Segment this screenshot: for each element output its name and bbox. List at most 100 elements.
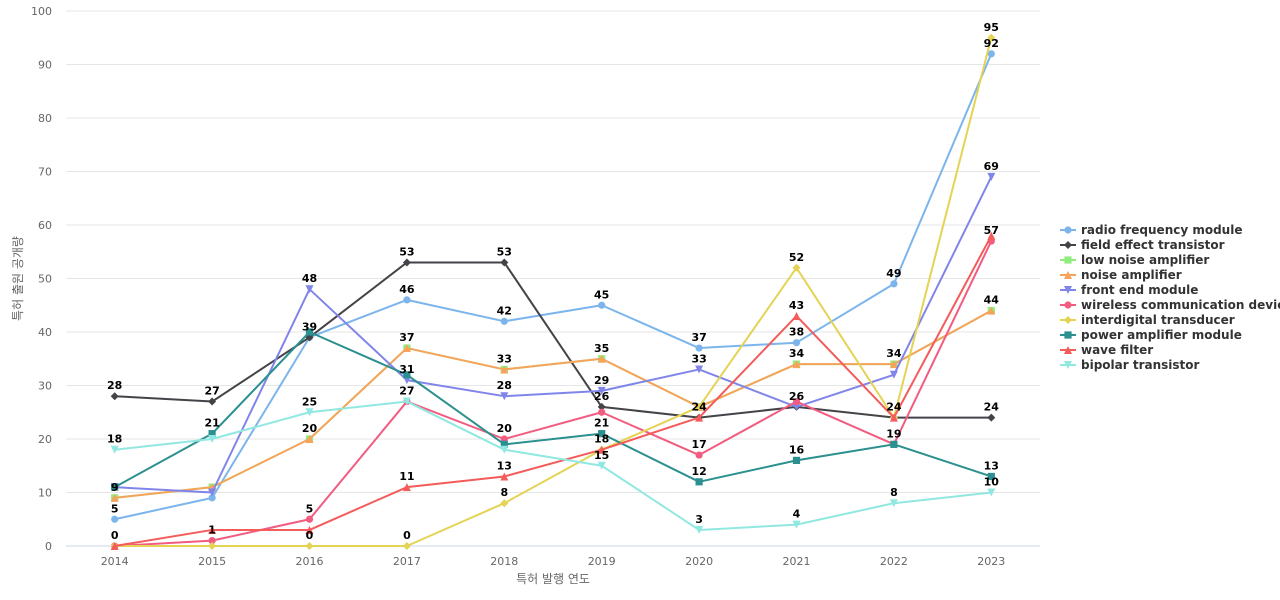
data-point[interactable]: [889, 360, 898, 369]
legend-item[interactable]: noise amplifier: [1060, 268, 1182, 282]
data-point[interactable]: [208, 397, 217, 406]
data-point[interactable]: [598, 430, 606, 438]
data-point[interactable]: [208, 542, 217, 550]
legend-marker[interactable]: [1064, 286, 1072, 294]
data-point[interactable]: [889, 413, 898, 422]
legend-item[interactable]: wave filter: [1060, 343, 1153, 357]
data-point[interactable]: [500, 392, 509, 401]
data-point[interactable]: [208, 488, 217, 497]
data-point[interactable]: [890, 280, 898, 288]
legend-marker[interactable]: [1064, 331, 1072, 339]
data-point[interactable]: [305, 542, 314, 550]
data-point[interactable]: [695, 365, 704, 374]
data-point[interactable]: [305, 285, 314, 294]
data-point[interactable]: [792, 402, 801, 411]
legend-item[interactable]: front end module: [1060, 283, 1198, 297]
data-point[interactable]: [987, 413, 996, 422]
data-point[interactable]: [111, 515, 119, 523]
data-point[interactable]: [305, 328, 314, 336]
data-point[interactable]: [987, 488, 996, 497]
series-wave-filter: [110, 231, 996, 550]
data-point[interactable]: [402, 483, 411, 492]
data-point[interactable]: [305, 515, 314, 523]
data-point[interactable]: [597, 354, 606, 363]
data-point[interactable]: [208, 525, 217, 534]
data-point[interactable]: [403, 371, 411, 379]
data-point[interactable]: [987, 50, 995, 58]
data-point[interactable]: [598, 301, 606, 309]
data-point[interactable]: [305, 525, 314, 534]
data-point[interactable]: [889, 499, 898, 508]
legend-marker[interactable]: [1064, 256, 1072, 264]
legend-marker[interactable]: [1064, 346, 1072, 354]
data-point[interactable]: [500, 258, 509, 267]
data-label: 5: [111, 502, 119, 515]
legend-item[interactable]: wireless communication device: [1060, 298, 1280, 312]
data-point[interactable]: [598, 408, 606, 416]
legend-item[interactable]: interdigital transducer: [1060, 313, 1235, 327]
data-point[interactable]: [792, 520, 801, 529]
data-point[interactable]: [500, 365, 509, 374]
data-label: 33: [691, 352, 706, 365]
data-point[interactable]: [500, 445, 509, 454]
data-point[interactable]: [597, 461, 606, 470]
legend-item[interactable]: radio frequency module: [1060, 223, 1242, 237]
data-point[interactable]: [111, 483, 119, 491]
legend-marker[interactable]: [1064, 241, 1072, 249]
data-point[interactable]: [208, 435, 217, 443]
legend-label: bipolar transistor: [1081, 358, 1200, 372]
data-point[interactable]: [792, 339, 801, 347]
data-point[interactable]: [597, 445, 606, 454]
data-point[interactable]: [305, 435, 314, 443]
data-point[interactable]: [208, 537, 216, 545]
data-point[interactable]: [890, 440, 898, 448]
data-point[interactable]: [110, 392, 119, 401]
legend-item[interactable]: bipolar transistor: [1060, 358, 1200, 372]
data-point[interactable]: [695, 525, 704, 534]
data-point[interactable]: [208, 430, 216, 438]
legend-marker[interactable]: [1064, 361, 1072, 369]
data-label: 16: [789, 443, 805, 456]
legend-item[interactable]: field effect transistor: [1060, 238, 1225, 252]
data-point[interactable]: [695, 402, 704, 411]
data-point[interactable]: [597, 402, 606, 411]
legend-marker[interactable]: [1064, 301, 1072, 309]
data-point[interactable]: [402, 258, 411, 267]
data-point[interactable]: [305, 408, 314, 417]
data-point[interactable]: [792, 456, 801, 464]
legend-item[interactable]: power amplifier module: [1060, 328, 1242, 342]
data-point[interactable]: [987, 172, 996, 181]
data-point[interactable]: [500, 317, 508, 325]
data-point[interactable]: [402, 397, 411, 406]
data-point[interactable]: [110, 493, 119, 502]
data-point[interactable]: [792, 263, 801, 272]
data-point[interactable]: [792, 397, 801, 406]
data-point[interactable]: [403, 296, 411, 304]
data-point[interactable]: [987, 33, 996, 42]
data-point[interactable]: [889, 370, 898, 379]
data-point[interactable]: [402, 542, 411, 550]
legend-item[interactable]: low noise amplifier: [1060, 253, 1209, 267]
data-point[interactable]: [987, 472, 995, 481]
data-point[interactable]: [695, 451, 703, 459]
legend-marker[interactable]: [1064, 271, 1072, 279]
legend-marker[interactable]: [1064, 226, 1072, 234]
data-point[interactable]: [695, 478, 703, 486]
data-point[interactable]: [500, 472, 509, 481]
data-point[interactable]: [597, 386, 606, 395]
data-point[interactable]: [500, 440, 508, 448]
data-point[interactable]: [695, 344, 703, 352]
data-point[interactable]: [402, 344, 411, 353]
data-point[interactable]: [987, 306, 996, 315]
legend-marker[interactable]: [1064, 316, 1072, 324]
data-point[interactable]: [987, 231, 996, 240]
data-point[interactable]: [792, 360, 801, 369]
data-point[interactable]: [695, 413, 704, 422]
data-point[interactable]: [208, 494, 216, 502]
data-point[interactable]: [110, 542, 119, 550]
data-point[interactable]: [500, 499, 509, 508]
data-point[interactable]: [110, 445, 119, 454]
data-point[interactable]: [792, 311, 801, 320]
